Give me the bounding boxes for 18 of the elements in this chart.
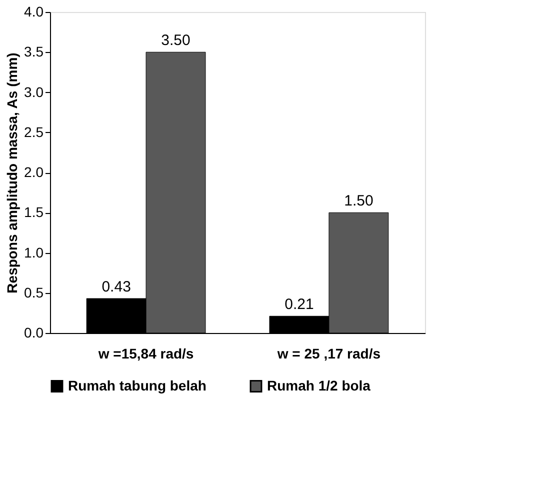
y-tick-label: 2.5 [24, 124, 44, 140]
data-label: 1.50 [344, 192, 374, 210]
y-tick-label: 1.5 [24, 204, 44, 220]
data-label: 0.43 [102, 278, 131, 296]
y-axis-title: Respons amplitudo massa, As (mm) [4, 52, 20, 294]
legend-label: Rumah 1/2 bola [267, 377, 371, 394]
x-tick-label: w =15,84 rad/s [97, 346, 194, 362]
y-tick-label: 0.5 [24, 284, 44, 300]
data-label: 0.21 [284, 296, 314, 314]
legend-label: Rumah tabung belah [68, 377, 206, 394]
x-tick-label: w = 25 ,17 rad/s [276, 346, 381, 362]
y-tick-label: 3.0 [24, 84, 44, 100]
y-tick-label: 4.0 [24, 4, 44, 20]
y-tick-label: 0.0 [24, 324, 44, 340]
data-label: 3.50 [161, 32, 190, 50]
y-tick-label: 1.0 [24, 244, 44, 260]
y-tick-label: 3.5 [24, 44, 44, 60]
y-tick-label: 2.0 [24, 164, 44, 180]
